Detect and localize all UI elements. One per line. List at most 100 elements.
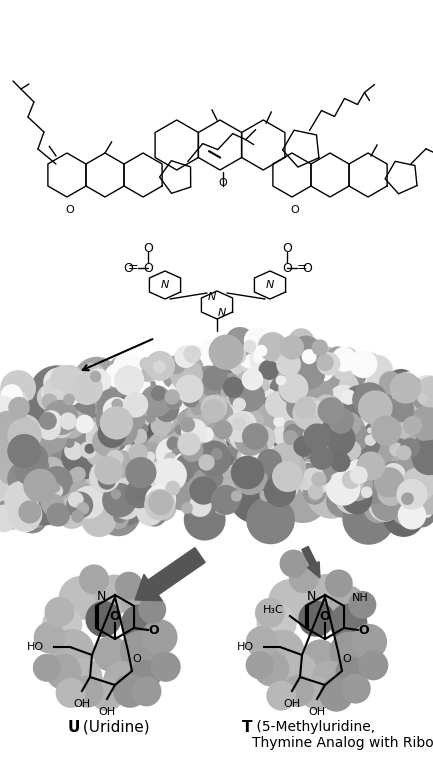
Circle shape bbox=[293, 384, 333, 424]
Circle shape bbox=[360, 448, 401, 489]
Circle shape bbox=[231, 456, 264, 489]
Circle shape bbox=[36, 456, 65, 486]
Circle shape bbox=[62, 376, 89, 403]
Circle shape bbox=[177, 354, 204, 381]
Circle shape bbox=[414, 432, 433, 459]
Circle shape bbox=[356, 452, 385, 481]
Circle shape bbox=[222, 373, 239, 390]
Circle shape bbox=[246, 336, 269, 358]
Circle shape bbox=[213, 377, 226, 390]
Circle shape bbox=[352, 383, 387, 417]
Circle shape bbox=[8, 505, 19, 517]
Circle shape bbox=[171, 445, 192, 465]
Circle shape bbox=[71, 372, 103, 405]
Circle shape bbox=[375, 409, 395, 429]
Circle shape bbox=[415, 376, 433, 412]
Text: O: O bbox=[282, 262, 292, 274]
Circle shape bbox=[253, 350, 265, 363]
Text: U: U bbox=[68, 720, 81, 735]
Circle shape bbox=[152, 408, 174, 430]
Circle shape bbox=[192, 451, 222, 480]
Circle shape bbox=[330, 452, 350, 472]
Circle shape bbox=[110, 358, 136, 384]
Circle shape bbox=[222, 465, 246, 488]
Circle shape bbox=[308, 489, 321, 502]
Text: (5-Methyluridine,
Thymine Analog with Ribose): (5-Methyluridine, Thymine Analog with Ri… bbox=[252, 720, 433, 750]
Circle shape bbox=[364, 440, 419, 495]
Circle shape bbox=[278, 421, 291, 434]
Circle shape bbox=[113, 673, 147, 708]
Circle shape bbox=[294, 346, 320, 371]
Circle shape bbox=[417, 488, 433, 515]
Circle shape bbox=[409, 406, 433, 441]
Circle shape bbox=[28, 457, 44, 474]
Circle shape bbox=[57, 477, 85, 505]
Circle shape bbox=[0, 396, 16, 424]
Circle shape bbox=[32, 480, 45, 493]
Circle shape bbox=[214, 437, 224, 448]
Circle shape bbox=[127, 391, 138, 401]
Circle shape bbox=[84, 444, 95, 454]
Circle shape bbox=[7, 493, 31, 517]
Circle shape bbox=[119, 405, 142, 429]
Circle shape bbox=[0, 397, 14, 421]
Circle shape bbox=[164, 452, 177, 465]
Circle shape bbox=[116, 365, 142, 391]
Circle shape bbox=[362, 403, 376, 417]
Circle shape bbox=[346, 405, 373, 432]
Circle shape bbox=[380, 378, 414, 412]
Circle shape bbox=[281, 358, 297, 373]
Circle shape bbox=[394, 372, 423, 400]
Circle shape bbox=[47, 444, 58, 455]
Circle shape bbox=[191, 492, 217, 518]
Circle shape bbox=[304, 423, 331, 451]
Circle shape bbox=[54, 380, 108, 434]
Circle shape bbox=[68, 492, 84, 507]
Circle shape bbox=[394, 488, 420, 514]
Circle shape bbox=[223, 376, 244, 397]
Circle shape bbox=[0, 412, 16, 438]
Circle shape bbox=[200, 372, 236, 408]
Circle shape bbox=[311, 469, 327, 485]
Circle shape bbox=[317, 352, 340, 376]
Circle shape bbox=[45, 437, 60, 452]
Circle shape bbox=[81, 502, 116, 537]
Circle shape bbox=[61, 441, 95, 474]
Circle shape bbox=[211, 343, 221, 353]
Text: OH: OH bbox=[98, 707, 116, 717]
Circle shape bbox=[257, 358, 276, 378]
Circle shape bbox=[349, 350, 378, 378]
Text: O: O bbox=[342, 654, 351, 664]
Circle shape bbox=[120, 399, 149, 428]
Circle shape bbox=[248, 433, 260, 445]
Circle shape bbox=[136, 487, 151, 502]
Circle shape bbox=[278, 419, 290, 431]
Circle shape bbox=[227, 416, 239, 428]
Circle shape bbox=[390, 442, 415, 466]
Circle shape bbox=[56, 408, 86, 438]
Circle shape bbox=[411, 375, 433, 408]
Circle shape bbox=[113, 495, 142, 525]
Circle shape bbox=[80, 441, 97, 459]
Circle shape bbox=[90, 373, 108, 390]
Circle shape bbox=[66, 408, 81, 423]
Circle shape bbox=[198, 454, 215, 470]
Text: H₃C: H₃C bbox=[263, 605, 284, 615]
Circle shape bbox=[336, 428, 359, 452]
Circle shape bbox=[381, 436, 411, 466]
Circle shape bbox=[286, 395, 317, 426]
Circle shape bbox=[255, 598, 285, 628]
Circle shape bbox=[238, 435, 268, 466]
Circle shape bbox=[261, 630, 304, 673]
Circle shape bbox=[379, 371, 403, 395]
Circle shape bbox=[122, 497, 132, 508]
Circle shape bbox=[160, 419, 176, 435]
Circle shape bbox=[0, 436, 22, 464]
Circle shape bbox=[51, 421, 78, 447]
Circle shape bbox=[247, 411, 265, 429]
Circle shape bbox=[177, 490, 190, 503]
Circle shape bbox=[135, 436, 148, 448]
Circle shape bbox=[324, 352, 344, 371]
Circle shape bbox=[319, 424, 352, 457]
Circle shape bbox=[145, 371, 159, 385]
